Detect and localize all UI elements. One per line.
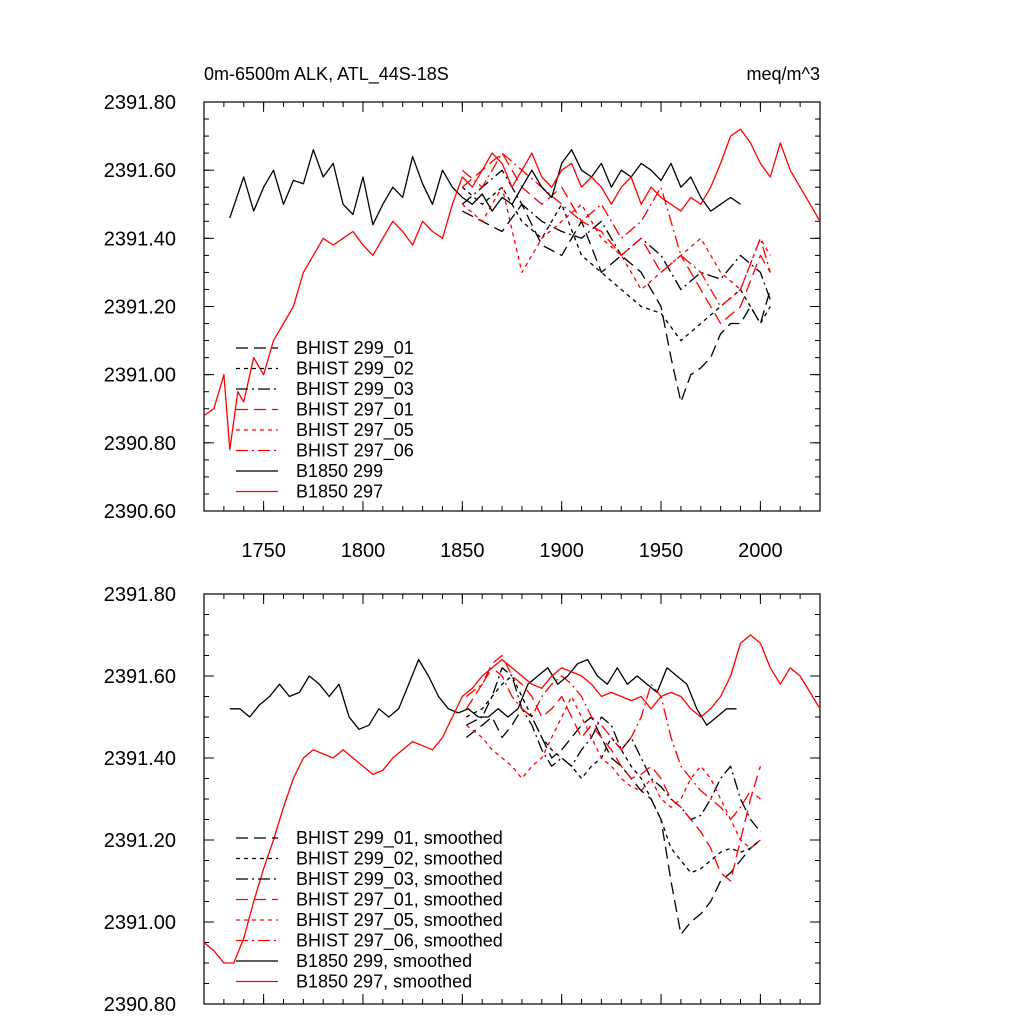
legend-label: B1850 297: [296, 482, 383, 502]
x-tick-label: 1850: [440, 540, 485, 562]
y-tick-label: 2391.00: [104, 912, 176, 934]
legend-label: BHIST 297_06, smoothed: [296, 931, 503, 952]
legend-label: BHIST 297_01: [296, 400, 414, 421]
axis-ticks: 2390.60 2390.80 2391.00 2391.20 2391.40 2391.…: [104, 92, 821, 562]
y-tick-label: 2391.80: [104, 584, 176, 606]
series-line: [466, 675, 761, 874]
legend-label: BHIST 297_06: [296, 441, 414, 462]
panel-title: 0m-6500m ALK, ATL_44S-18S: [204, 64, 449, 85]
y-tick-label: 2391.20: [104, 297, 176, 319]
legend-label: BHIST 297_01, smoothed: [296, 890, 503, 911]
series-line: [465, 654, 762, 882]
series-line: [461, 186, 771, 291]
y-tick-label: 2391.60: [104, 666, 176, 688]
legend-label: B1850 299, smoothed: [296, 951, 472, 971]
series-line: [461, 186, 771, 342]
series-line: [461, 152, 771, 308]
y-tick-label: 2391.80: [104, 92, 176, 114]
legend-label: BHIST 299_01: [296, 338, 414, 359]
y-tick-label: 2391.40: [104, 748, 176, 770]
series-lines: [203, 128, 821, 451]
series-line: [203, 634, 821, 964]
series-line: [465, 695, 761, 849]
series-line: [465, 708, 761, 935]
series-line: [462, 203, 771, 403]
legend-label: BHIST 299_03: [296, 379, 414, 400]
legend-label: BHIST 299_03, smoothed: [296, 869, 503, 890]
legend-label: B1850 297, smoothed: [296, 972, 472, 992]
x-tick-label: 2000: [738, 540, 783, 562]
series-line: [461, 152, 771, 325]
series-line: [461, 169, 771, 300]
legend-label: BHIST 299_02, smoothed: [296, 849, 503, 870]
legend-label: BHIST 299_01, smoothed: [296, 828, 503, 849]
y-tick-label: 2390.60: [104, 501, 176, 523]
y-tick-label: 2390.80: [104, 994, 176, 1016]
y-tick-label: 2390.80: [104, 433, 176, 455]
bottom-panel: 2390.80 2391.00 2391.20 2391.40 2391.60 2391.…: [104, 584, 821, 1016]
legend-label: B1850 299: [296, 461, 383, 481]
x-tick-label: 1800: [341, 540, 386, 562]
series-lines: [203, 634, 821, 964]
y-tick-label: 2391.20: [104, 830, 176, 852]
x-tick-label: 1950: [639, 540, 684, 562]
legend-label: BHIST 299_02: [296, 359, 414, 380]
y-tick-label: 2391.60: [104, 160, 176, 182]
y-tick-label: 2391.00: [104, 365, 176, 387]
x-tick-label: 1900: [539, 540, 584, 562]
legend-label: BHIST 297_05: [296, 420, 414, 441]
units-label: meq/m^3: [747, 64, 820, 84]
series-line: [203, 128, 821, 451]
series-line: [465, 667, 761, 821]
series-line: [229, 658, 737, 730]
x-tick-label: 1750: [241, 540, 286, 562]
legend-label: BHIST 297_05, smoothed: [296, 910, 503, 931]
top-panel: 0m-6500m ALK, ATL_44S-18S meq/m^3 2390.6…: [104, 64, 821, 562]
axis-ticks: 2390.80 2391.00 2391.20 2391.40 2391.60 2391.…: [104, 584, 821, 1016]
series-line: [229, 149, 741, 226]
y-tick-label: 2391.40: [104, 228, 176, 250]
